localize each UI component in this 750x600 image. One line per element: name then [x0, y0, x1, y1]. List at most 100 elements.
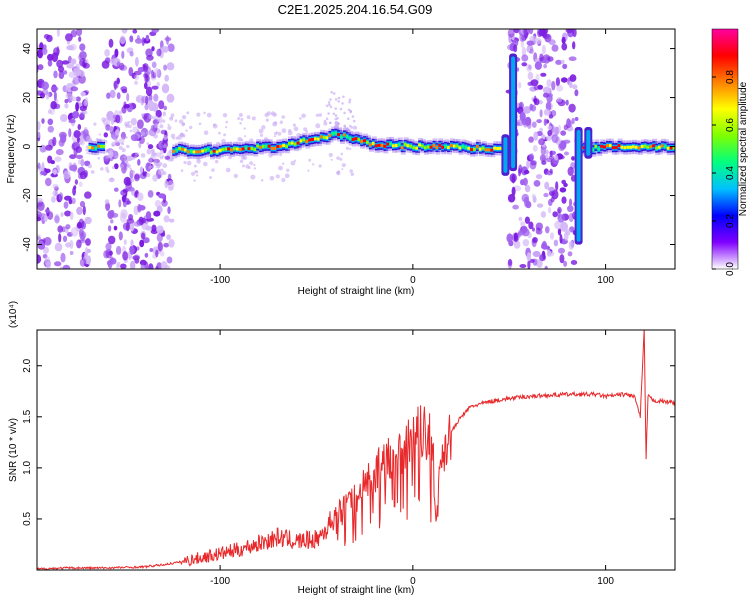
noise-blob	[572, 29, 577, 38]
noise-blob	[106, 92, 111, 99]
noise-blob	[69, 211, 74, 221]
scatter-dot	[119, 163, 125, 169]
ridge-core	[288, 142, 293, 145]
noise-blob	[507, 44, 514, 51]
ridge-core	[354, 137, 360, 141]
ridge-core	[435, 146, 441, 150]
noise-blob	[47, 211, 54, 220]
noise-blob	[75, 96, 81, 102]
noise-blob	[130, 239, 134, 247]
noise-blob	[568, 240, 574, 250]
ridge-core	[429, 145, 435, 149]
scatter-dot	[170, 133, 176, 139]
scatter-dot	[196, 159, 201, 164]
scatter-dot	[281, 115, 286, 119]
spectrogram-heatmap	[37, 29, 675, 269]
noise-blob	[529, 153, 535, 161]
scatter-dot	[284, 173, 290, 179]
ridge-core	[403, 142, 409, 146]
scatter-dot	[149, 156, 153, 159]
scatter-dot	[168, 149, 173, 154]
noise-blob	[567, 251, 573, 257]
ridge-core	[172, 149, 178, 153]
noise-blob	[155, 109, 162, 118]
scatter-dot	[209, 176, 213, 179]
noise-blob	[536, 203, 544, 208]
ridge-core	[412, 146, 418, 150]
scatter-dot	[87, 164, 92, 169]
noise-blob	[156, 48, 162, 57]
fan-dot	[332, 92, 336, 95]
scatter-dot	[212, 123, 218, 129]
scatter-dot	[278, 165, 283, 171]
noise-blob	[51, 196, 56, 203]
noise-blob	[547, 130, 553, 136]
noise-blob	[164, 180, 169, 189]
noise-blob	[541, 29, 548, 38]
ridge-core	[603, 145, 609, 149]
scatter-dot	[345, 146, 350, 150]
noise-blob	[522, 239, 530, 247]
ridge-core	[279, 144, 285, 148]
noise-blob	[43, 236, 52, 246]
noise-blob	[137, 159, 141, 166]
noise-blob	[39, 42, 44, 51]
noise-blob	[54, 215, 60, 224]
noise-blob	[116, 92, 121, 100]
ridge-core	[640, 145, 646, 148]
noise-blob	[114, 48, 119, 58]
noise-blob	[62, 235, 68, 242]
scatter-dot	[299, 117, 302, 120]
noise-blob	[109, 209, 115, 218]
noise-blob	[130, 134, 139, 142]
noise-blob	[545, 157, 553, 163]
ridge-core	[209, 150, 215, 154]
ridge-core	[455, 144, 461, 148]
ridge-core	[481, 146, 487, 150]
noise-blob	[544, 181, 550, 190]
ridge-core	[397, 143, 403, 146]
noise-blob	[569, 74, 577, 82]
scatter-dot	[203, 111, 206, 115]
ridge-core	[322, 135, 328, 139]
scatter-dot	[307, 169, 310, 172]
ridge-core	[357, 138, 363, 142]
noise-blob	[521, 54, 529, 62]
scatter-dot	[148, 114, 153, 120]
noise-blob	[507, 193, 516, 203]
scatter-dot	[118, 110, 123, 115]
ridge-core	[204, 148, 210, 152]
noise-blob	[76, 206, 83, 215]
noise-blob	[551, 134, 559, 144]
noise-blob	[122, 251, 129, 261]
spike-core	[586, 130, 591, 156]
scatter-dot	[136, 129, 140, 132]
scatter-dot	[154, 152, 157, 156]
fan-dot	[343, 111, 346, 115]
ridge-core	[238, 148, 244, 151]
scatter-dot	[225, 167, 231, 173]
noise-blob	[109, 257, 117, 265]
scatter-dot	[301, 113, 306, 119]
scatter-dot	[114, 139, 119, 143]
ridge-core	[464, 145, 470, 149]
noise-blob	[519, 264, 527, 268]
noise-blob	[538, 138, 545, 146]
fan-dot	[328, 103, 331, 107]
ridge-core	[377, 143, 383, 147]
noise-blob	[545, 153, 549, 160]
scatter-dot	[238, 113, 243, 117]
noise-blob	[108, 38, 114, 48]
y-tick-label: -40	[22, 237, 33, 252]
noise-blob	[507, 258, 513, 267]
scatter-dot	[127, 164, 131, 168]
scatter-dot	[315, 113, 319, 117]
scatter-dot	[286, 168, 290, 172]
snr-x-ticks: -100 0 100	[210, 330, 614, 587]
noise-blob	[527, 259, 531, 269]
fan-dot	[334, 114, 338, 117]
noise-blob	[108, 235, 116, 245]
noise-blob	[45, 177, 52, 187]
noise-blob	[145, 225, 152, 231]
ridge-core	[325, 136, 331, 140]
